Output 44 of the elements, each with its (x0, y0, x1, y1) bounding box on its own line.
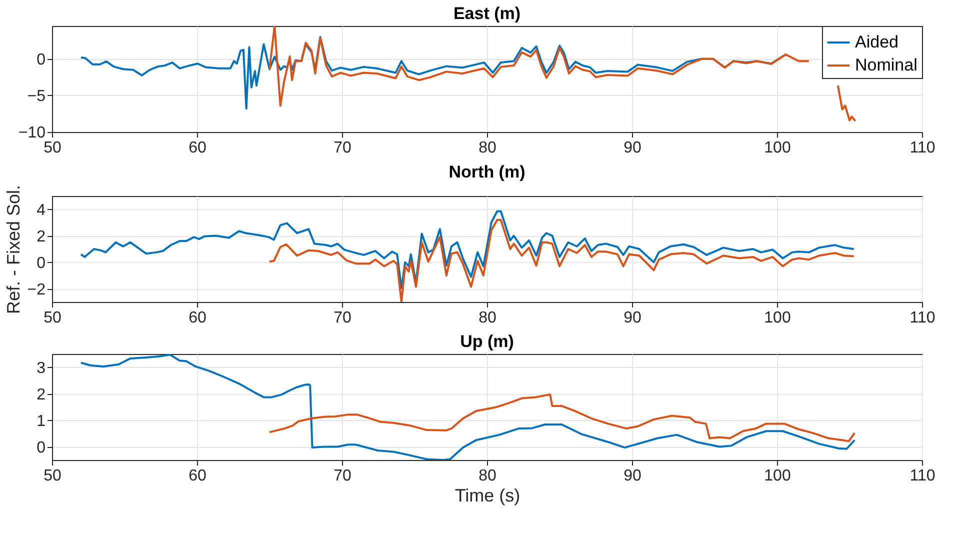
line-series (80, 354, 856, 460)
line-series (268, 218, 855, 302)
y-tick-label: 0 (36, 254, 46, 272)
y-tick-label: 3 (36, 360, 46, 377)
x-tick-label: 60 (188, 140, 206, 156)
y-tick-label: 2 (36, 228, 46, 246)
x-tick-label: 70 (334, 310, 352, 326)
x-tick-label: 60 (188, 468, 206, 484)
legend-label: Aided (855, 32, 898, 52)
y-tick-label: −10 (18, 124, 46, 142)
x-tick-label: 80 (478, 468, 496, 484)
y-tick-label: 2 (36, 386, 46, 404)
y-tick-label: −2 (27, 281, 46, 298)
line-series (80, 36, 787, 110)
x-tick-label: 100 (764, 468, 791, 484)
x-tick-label: 50 (44, 310, 62, 326)
chart-title: East (m) (453, 4, 521, 23)
line-series (268, 394, 856, 442)
chart-title: Up (m) (460, 332, 514, 351)
x-tick-label: 70 (334, 140, 352, 156)
x-tick-label: 60 (188, 310, 206, 326)
x-tick-label: 80 (478, 310, 496, 326)
line-series (80, 210, 855, 290)
y-tick-label: 0 (36, 439, 46, 456)
y-axis-title: Ref. - Fixed Sol. (3, 184, 24, 314)
x-tick-label: 90 (624, 310, 642, 326)
x-tick-label: 100 (764, 310, 791, 326)
x-tick-label: 70 (334, 468, 352, 484)
y-tick-label: −5 (27, 88, 46, 105)
chart-title: North (m) (448, 162, 526, 182)
x-axis-title: Time (s) (454, 486, 520, 506)
x-tick-label: 90 (624, 140, 642, 156)
legend-label: Nominal (855, 56, 918, 74)
x-tick-label: 110 (910, 310, 936, 326)
x-tick-label: 90 (624, 468, 642, 484)
x-tick-label: 110 (910, 468, 936, 484)
x-tick-label: 100 (764, 140, 791, 156)
y-tick-label: 4 (36, 202, 46, 219)
y-tick-label: 0 (36, 51, 46, 68)
x-tick-label: 110 (910, 140, 936, 156)
x-tick-label: 50 (44, 468, 62, 484)
x-tick-label: 80 (478, 140, 496, 156)
y-tick-label: 1 (36, 412, 46, 430)
x-tick-label: 50 (44, 140, 62, 156)
